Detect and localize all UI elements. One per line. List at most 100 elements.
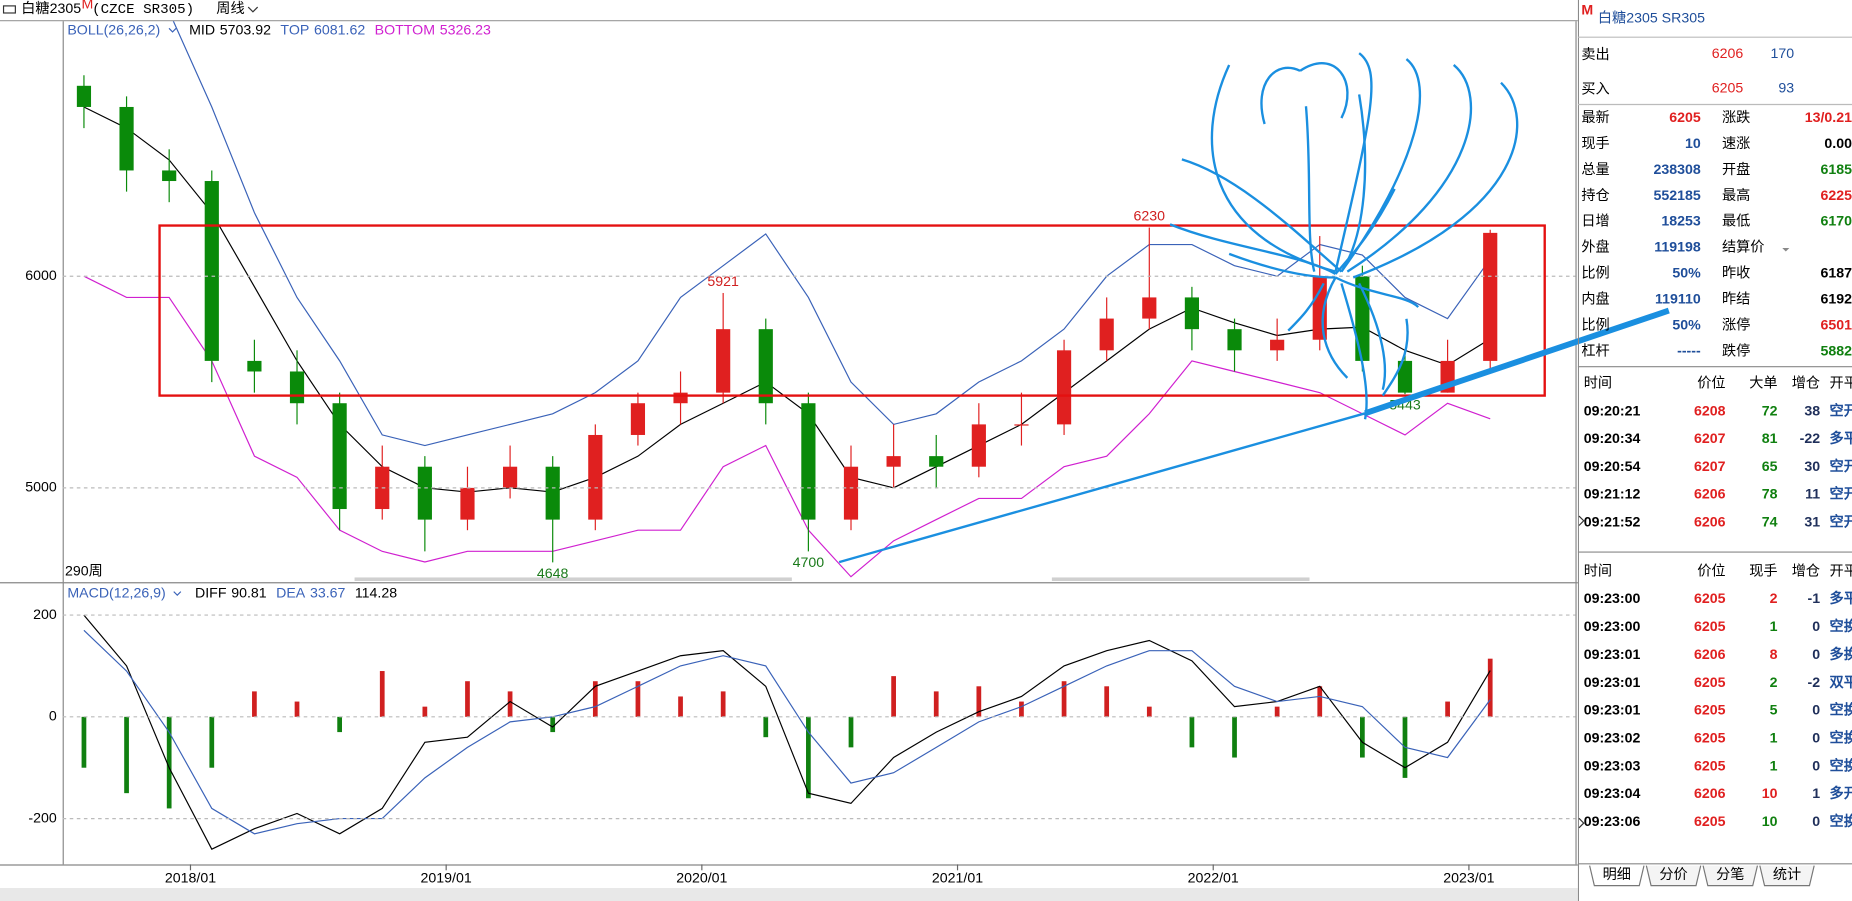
table-cell: 09:20:21 [1584,403,1641,419]
macd-bar [1445,701,1450,717]
table-cell: 09:21:12 [1584,487,1641,503]
table-cell: 10 [1762,786,1778,802]
tab-label[interactable]: 分价 [1659,867,1687,883]
candle-body [929,456,944,467]
sell-price: 6206 [1712,46,1744,62]
candle-body [630,403,646,435]
tab[interactable] [1589,865,1645,887]
stat-label: 速涨 [1722,136,1750,152]
candle-body [417,466,432,520]
stat-label: 日增 [1581,214,1609,230]
table-cell: 6205 [1694,619,1726,635]
table-cell: 09:23:02 [1584,731,1641,747]
tab[interactable] [1759,865,1815,887]
table-cell: -1 [1807,591,1820,607]
stat-label: 昨结 [1722,292,1750,308]
table-cell: 2 [1770,675,1778,691]
macd-bar [507,691,513,717]
candle-body [1099,318,1114,351]
macd-bar [1146,706,1152,717]
table-cell: 31 [1804,514,1820,530]
macd-bar [635,681,641,717]
table-cell: 6206 [1694,647,1726,663]
stat-label: 最新 [1581,110,1609,126]
table-cell: 6205 [1694,731,1726,747]
candle-body [1184,297,1200,330]
stat-label: 最低 [1722,214,1750,230]
candle-body [289,371,305,404]
stat-label: 跌停 [1722,343,1750,360]
tab-label[interactable]: 统计 [1773,867,1801,883]
quote-panel: M 白糖2305 SR305 卖出 6206 170 买入 6205 93 最新… [1577,0,1852,901]
legend-value: 5703.92 [220,22,271,38]
table-cell: 空开 [1830,486,1852,503]
stat-value: 0.00 [1824,136,1852,152]
x-tick-label: 2021/01 [932,870,983,886]
table-cell: 09:23:06 [1584,814,1641,830]
indicator-name: MACD(12,26,9) [67,586,165,602]
tab-bar: 明细 分价 分笔 统计 [1589,865,1815,887]
table-cell: 空换 [1830,757,1852,774]
stat-label: 杠杆 [1581,344,1609,360]
quote-title: 白糖2305 SR305 [1598,11,1705,27]
period[interactable]: 周线 [216,1,244,17]
table-cell: 09:20:54 [1584,459,1641,475]
stat-label: 比例 [1581,266,1609,282]
candle-body [971,424,986,467]
row-cursor [1578,515,1585,526]
stat-label: 开盘 [1722,161,1750,178]
y-tick-label: 0 [49,709,57,725]
table-cell: 1 [1770,731,1778,747]
macd-bar [976,686,982,717]
table-cell: 多开 [1830,785,1852,802]
buy-volume: 93 [1778,80,1794,96]
window-icon [2,5,16,14]
table-cell: 6206 [1694,786,1726,802]
macd-plot [81,614,1493,850]
table-cell: 0 [1812,619,1820,635]
status-bar [0,888,1578,901]
table-cell: 2 [1770,591,1778,607]
stat-label: 比例 [1581,318,1609,334]
stat-value: 6225 [1820,188,1852,204]
price-annotation: 5921 [707,274,739,290]
macd-bar [933,691,939,717]
candle-body [843,466,859,520]
drawn-trendline [1364,307,1670,417]
macd-bar [1274,706,1280,717]
tab-label[interactable]: 分笔 [1716,867,1744,883]
table-cell: 30 [1804,459,1820,475]
table-cell: 多平 [1830,590,1852,607]
macd-bar [1232,716,1237,758]
candle-body [801,403,816,520]
table-cell: 09:21:52 [1584,514,1641,530]
table-cell: 6205 [1694,591,1726,607]
table-cell: 6205 [1694,675,1726,691]
table-cell: 空换 [1830,618,1852,635]
table-cell: 1 [1770,619,1778,635]
column-header: 价位 [1697,376,1725,392]
drawn-box [158,224,1546,397]
price-annotation: 4700 [793,555,825,571]
stat-value: 6170 [1820,214,1852,230]
table-cell: 空开 [1830,458,1852,475]
macd-bar [806,716,811,799]
table-cell: 8 [1770,647,1778,663]
tab-label[interactable]: 明细 [1603,867,1631,883]
tab[interactable] [1645,865,1702,887]
price-annotation: 6230 [1134,209,1166,225]
table-cell: 09:23:00 [1584,619,1641,635]
table-cell: 多换 [1830,646,1852,663]
stat-value: 119110 [1655,292,1701,308]
macd-bar [1189,716,1195,748]
dropdown-arrow [247,6,259,13]
macd-bar [592,681,598,717]
stat-value: 6185 [1820,162,1852,178]
table-cell: 09:23:01 [1584,647,1641,663]
column-header: 开平 [1830,376,1852,392]
macd-bar [891,676,896,717]
table-cell: 6205 [1694,703,1726,719]
tab[interactable] [1702,865,1759,887]
